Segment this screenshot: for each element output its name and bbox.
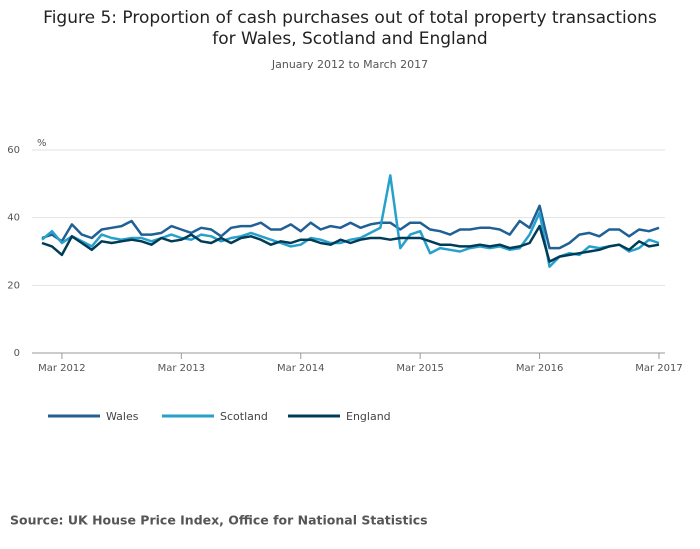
legend-label: England [346,410,391,423]
line [41,224,660,263]
chart-title: Figure 5: Proportion of cash purchases o… [43,8,657,28]
line [41,174,660,268]
legend-label: Wales [106,410,139,423]
x-tick-label: Mar 2014 [277,363,325,374]
line [41,204,660,250]
x-tick-label: Mar 2017 [635,363,683,374]
chart-subtitle: January 2012 to March 2017 [271,58,428,71]
legend-label: Scotland [220,410,268,423]
x-tick-label: Mar 2016 [516,363,564,374]
source: Source: UK House Price Index, Office for… [10,513,428,528]
y-tick-label: 60 [7,145,20,156]
y-tick-label: 40 [7,213,20,224]
y-tick-label: 20 [7,280,20,291]
x-tick-label: Mar 2015 [396,363,444,374]
x-tick-label: Mar 2012 [38,363,86,374]
chart-title: for Wales, Scotland and England [212,29,487,49]
y-tick-label: 0 [14,348,20,359]
x-tick-label: Mar 2013 [158,363,206,374]
y-axis-label: % [37,138,47,149]
